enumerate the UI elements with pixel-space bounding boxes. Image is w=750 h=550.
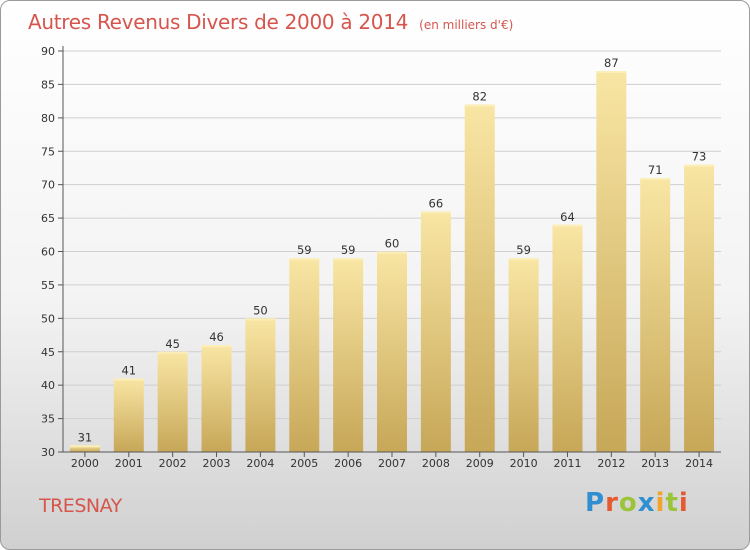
axes-group: 30 35 40 45 50 55 60 65 70 75 80 85 90 2000 2001 2002 20… [41, 45, 721, 470]
y-tick-label: 60 [41, 246, 55, 259]
title-main: Autres Revenus Divers de 2000 à 2014 [28, 10, 409, 34]
bar-2005 [289, 258, 320, 452]
chart-title: Autres Revenus Divers de 2000 à 2014 (en… [28, 10, 513, 34]
bars-group [69, 71, 715, 453]
bar-highlight [420, 211, 451, 214]
bar-highlight [464, 104, 495, 107]
x-tick-label-2001: 2001 [115, 457, 143, 470]
bar-2013 [640, 177, 671, 452]
bar-2001 [113, 378, 144, 452]
data-label-2002: 45 [165, 337, 180, 351]
bar-highlight [684, 164, 715, 167]
data-label-2010: 59 [516, 243, 531, 257]
y-tick-label: 75 [41, 145, 55, 158]
x-tick-label-2007: 2007 [378, 457, 406, 470]
bar-highlight [640, 177, 671, 180]
bar-highlight [289, 258, 320, 261]
x-tick-label-2009: 2009 [466, 457, 494, 470]
x-tick-label-2000: 2000 [71, 457, 99, 470]
bar-2012 [596, 71, 627, 453]
x-tick-label-2002: 2002 [159, 457, 187, 470]
bar-highlight [69, 445, 100, 448]
data-label-2009: 82 [472, 89, 487, 103]
bar-2010 [508, 258, 539, 452]
x-tick-label-2006: 2006 [334, 457, 362, 470]
bar-2011 [552, 224, 583, 452]
bar-highlight [377, 251, 407, 254]
bar-highlight [201, 345, 232, 348]
y-tick-label: 90 [41, 45, 55, 58]
bar-highlight [596, 71, 627, 74]
y-tick-label: 70 [41, 179, 55, 192]
data-label-2007: 60 [385, 237, 400, 251]
y-tick-label: 85 [41, 78, 55, 91]
bar-2009 [464, 104, 495, 452]
x-tick-label-2005: 2005 [290, 457, 318, 470]
x-tick-label-2014: 2014 [685, 457, 713, 470]
x-tick-label-2011: 2011 [553, 457, 581, 470]
bar-2007 [377, 251, 407, 452]
bar-2004 [245, 318, 276, 452]
data-label-2011: 64 [560, 210, 575, 224]
y-tick-label: 80 [41, 112, 55, 125]
data-label-2003: 46 [209, 330, 224, 344]
y-tick-label: 50 [41, 312, 55, 325]
bar-2014 [684, 164, 715, 452]
place-name: TRESNAY [39, 495, 122, 517]
bar-highlight [552, 224, 583, 227]
bar-2003 [201, 345, 232, 452]
data-label-2004: 50 [253, 303, 268, 317]
y-tick-label: 35 [41, 413, 55, 426]
data-label-2000: 31 [78, 430, 93, 444]
bar-2002 [157, 351, 188, 452]
y-tick-label: 55 [41, 279, 55, 292]
labels-group: 31 41 45 46 50 59 59 60 66 82 59 64 87 71 73 [78, 56, 707, 444]
y-tick-label: 30 [41, 446, 55, 459]
proxiti-logo[interactable]: Proxiti [585, 488, 689, 518]
bar-2000 [69, 445, 100, 452]
data-label-2014: 73 [692, 150, 707, 164]
bar-2006 [333, 258, 364, 452]
y-tick-label: 40 [41, 379, 55, 392]
bar-highlight [508, 258, 539, 261]
x-tick-label-2004: 2004 [246, 457, 274, 470]
bar-highlight [113, 378, 144, 381]
title-unit: (en milliers d'€) [419, 18, 514, 32]
x-tick-label-2013: 2013 [641, 457, 669, 470]
x-tick-label-2010: 2010 [510, 457, 538, 470]
bar-2008 [420, 211, 451, 452]
x-tick-label-2003: 2003 [203, 457, 231, 470]
data-label-2008: 66 [429, 196, 444, 210]
bar-highlight [333, 258, 364, 261]
x-tick-label-2008: 2008 [422, 457, 450, 470]
data-label-2012: 87 [604, 56, 619, 70]
bar-highlight [157, 351, 188, 354]
bar-highlight [245, 318, 276, 321]
data-label-2001: 41 [121, 363, 136, 377]
data-label-2006: 59 [341, 243, 356, 257]
data-label-2005: 59 [297, 243, 312, 257]
y-tick-label: 65 [41, 212, 55, 225]
data-label-2013: 71 [648, 163, 663, 177]
x-tick-label-2012: 2012 [597, 457, 625, 470]
y-tick-label: 45 [41, 346, 55, 359]
